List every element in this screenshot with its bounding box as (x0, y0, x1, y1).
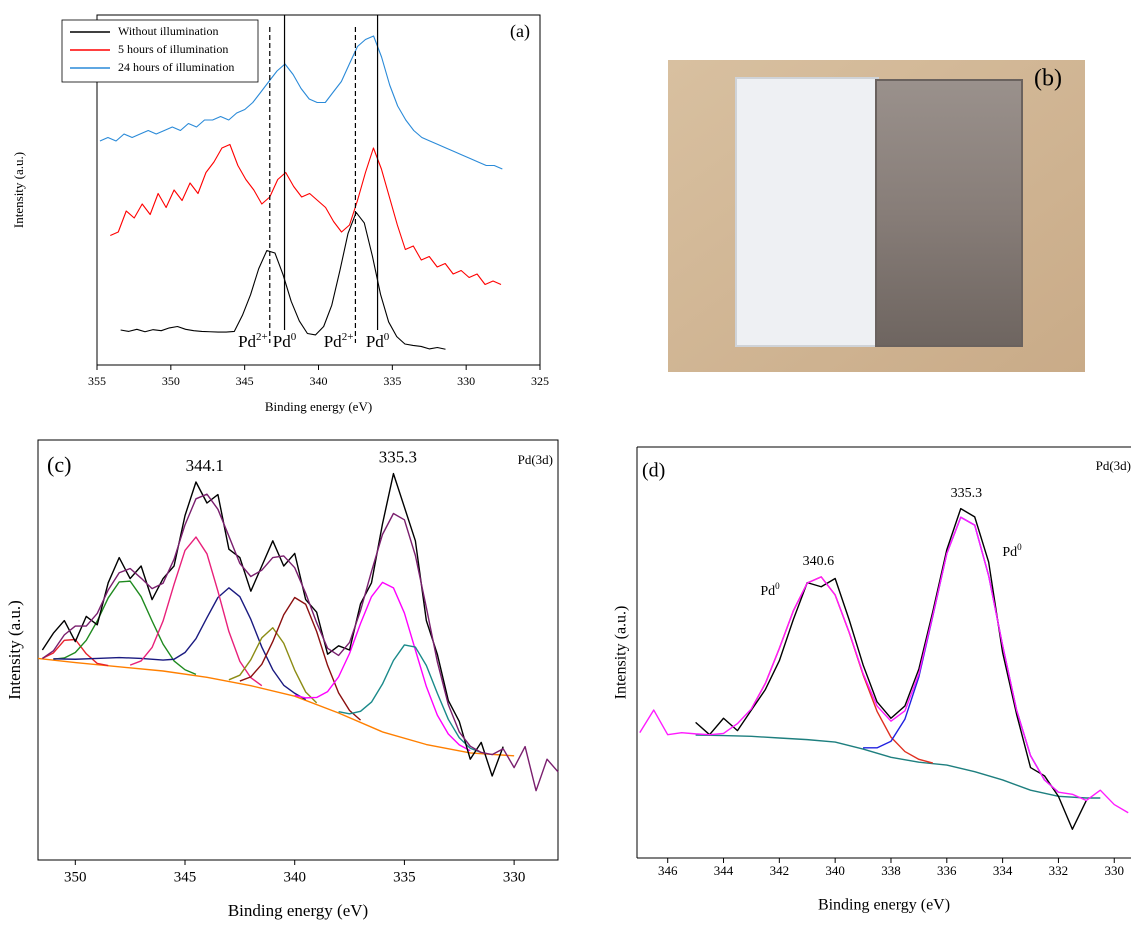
x-tick-label: 340 (310, 374, 328, 388)
legend-label: Without illumination (118, 24, 219, 38)
annotation-sup: 0 (775, 581, 780, 591)
corner-label: Pd(3d) (518, 452, 553, 467)
x-tick-label: 336 (937, 863, 957, 878)
spectrum-line (53, 580, 197, 676)
spectrum-line (120, 211, 446, 350)
peak-label: 335.3 (951, 486, 983, 501)
y-axis-title: Intensity (a.u.) (11, 152, 26, 228)
x-axis-title: Binding energy (eV) (228, 901, 368, 920)
legend-box (61, 19, 259, 83)
spectrum-line (239, 596, 361, 721)
dark-sample (875, 79, 1023, 347)
spectrum-line (639, 516, 1129, 814)
x-tick-label: 330 (503, 869, 526, 885)
spectrum-line (41, 493, 559, 792)
annotation-text: Pd (1002, 545, 1017, 560)
x-tick-label: 350 (64, 869, 87, 885)
annotation: Pd0 (760, 581, 780, 599)
reference-label-text: Pd (324, 332, 342, 351)
reference-label: Pd2+ (238, 331, 268, 351)
corner-label: Pd(3d) (1096, 458, 1131, 473)
plot-frame (37, 439, 559, 861)
annotation-sup: 0 (1017, 542, 1022, 552)
peak-label: 344.1 (186, 456, 224, 475)
x-tick-label: 338 (881, 863, 901, 878)
reference-label-sup: 2+ (256, 331, 268, 343)
spectrum-line (695, 734, 1101, 799)
x-tick-label: 325 (531, 374, 549, 388)
spectrum-line (750, 576, 934, 764)
spectrum-line (129, 536, 263, 687)
legend-label: 24 hours of illumination (118, 60, 234, 74)
x-tick-label: 346 (658, 863, 678, 878)
spectrum-line (99, 35, 503, 170)
reference-label-sup: 0 (291, 331, 297, 343)
spectrum-line (37, 657, 515, 757)
x-tick-label: 340 (283, 869, 306, 885)
reference-label-text: Pd (366, 332, 384, 351)
y-axis-title: Intensity (a.u.) (5, 600, 24, 700)
reference-label-sup: 2+ (342, 331, 354, 343)
photo: (b) (668, 60, 1085, 372)
spectrum-line (53, 587, 307, 701)
x-tick-label: 332 (1049, 863, 1069, 878)
annotation-text: Pd (760, 584, 775, 599)
x-tick-label: 345 (236, 374, 254, 388)
reference-label: Pd0 (366, 331, 390, 351)
annotation: Pd0 (1002, 542, 1022, 560)
panel-label: (c) (47, 452, 71, 477)
x-tick-label: 335 (393, 869, 416, 885)
x-tick-label: 330 (1105, 863, 1125, 878)
reference-label-sup: 0 (384, 331, 390, 343)
x-tick-label: 335 (383, 374, 401, 388)
spectrum-line (695, 507, 1087, 830)
x-tick-label: 334 (993, 863, 1013, 878)
x-tick-label: 342 (770, 863, 790, 878)
spectrum-line (110, 143, 502, 286)
spectrum-line (41, 472, 504, 777)
reference-label-text: Pd (238, 332, 256, 351)
reference-label-text: Pd (273, 332, 291, 351)
x-tick-label: 344 (714, 863, 734, 878)
spectrum-line (338, 644, 482, 754)
clear-sample (735, 77, 879, 347)
x-tick-label: 340 (825, 863, 845, 878)
spectrum-line (228, 627, 318, 704)
panel-label: (b) (1034, 66, 1062, 92)
spectrum-line (294, 581, 471, 752)
x-tick-label: 330 (457, 374, 475, 388)
y-axis-title: Intensity (a.u.) (613, 606, 630, 700)
panel-label: (d) (642, 460, 665, 482)
spectrum-line (42, 638, 109, 667)
x-tick-label: 355 (88, 374, 106, 388)
peak-label: 340.6 (803, 554, 835, 569)
legend-label: 5 hours of illumination (118, 42, 228, 56)
peak-label: 335.3 (379, 448, 417, 467)
x-tick-label: 345 (174, 869, 197, 885)
x-tick-label: 350 (162, 374, 180, 388)
panel-label: (a) (510, 21, 530, 42)
x-axis-title: Binding energy (eV) (818, 897, 950, 914)
x-axis-title: Binding energy (eV) (265, 399, 372, 414)
reference-label: Pd0 (273, 331, 297, 351)
reference-label: Pd2+ (324, 331, 354, 351)
